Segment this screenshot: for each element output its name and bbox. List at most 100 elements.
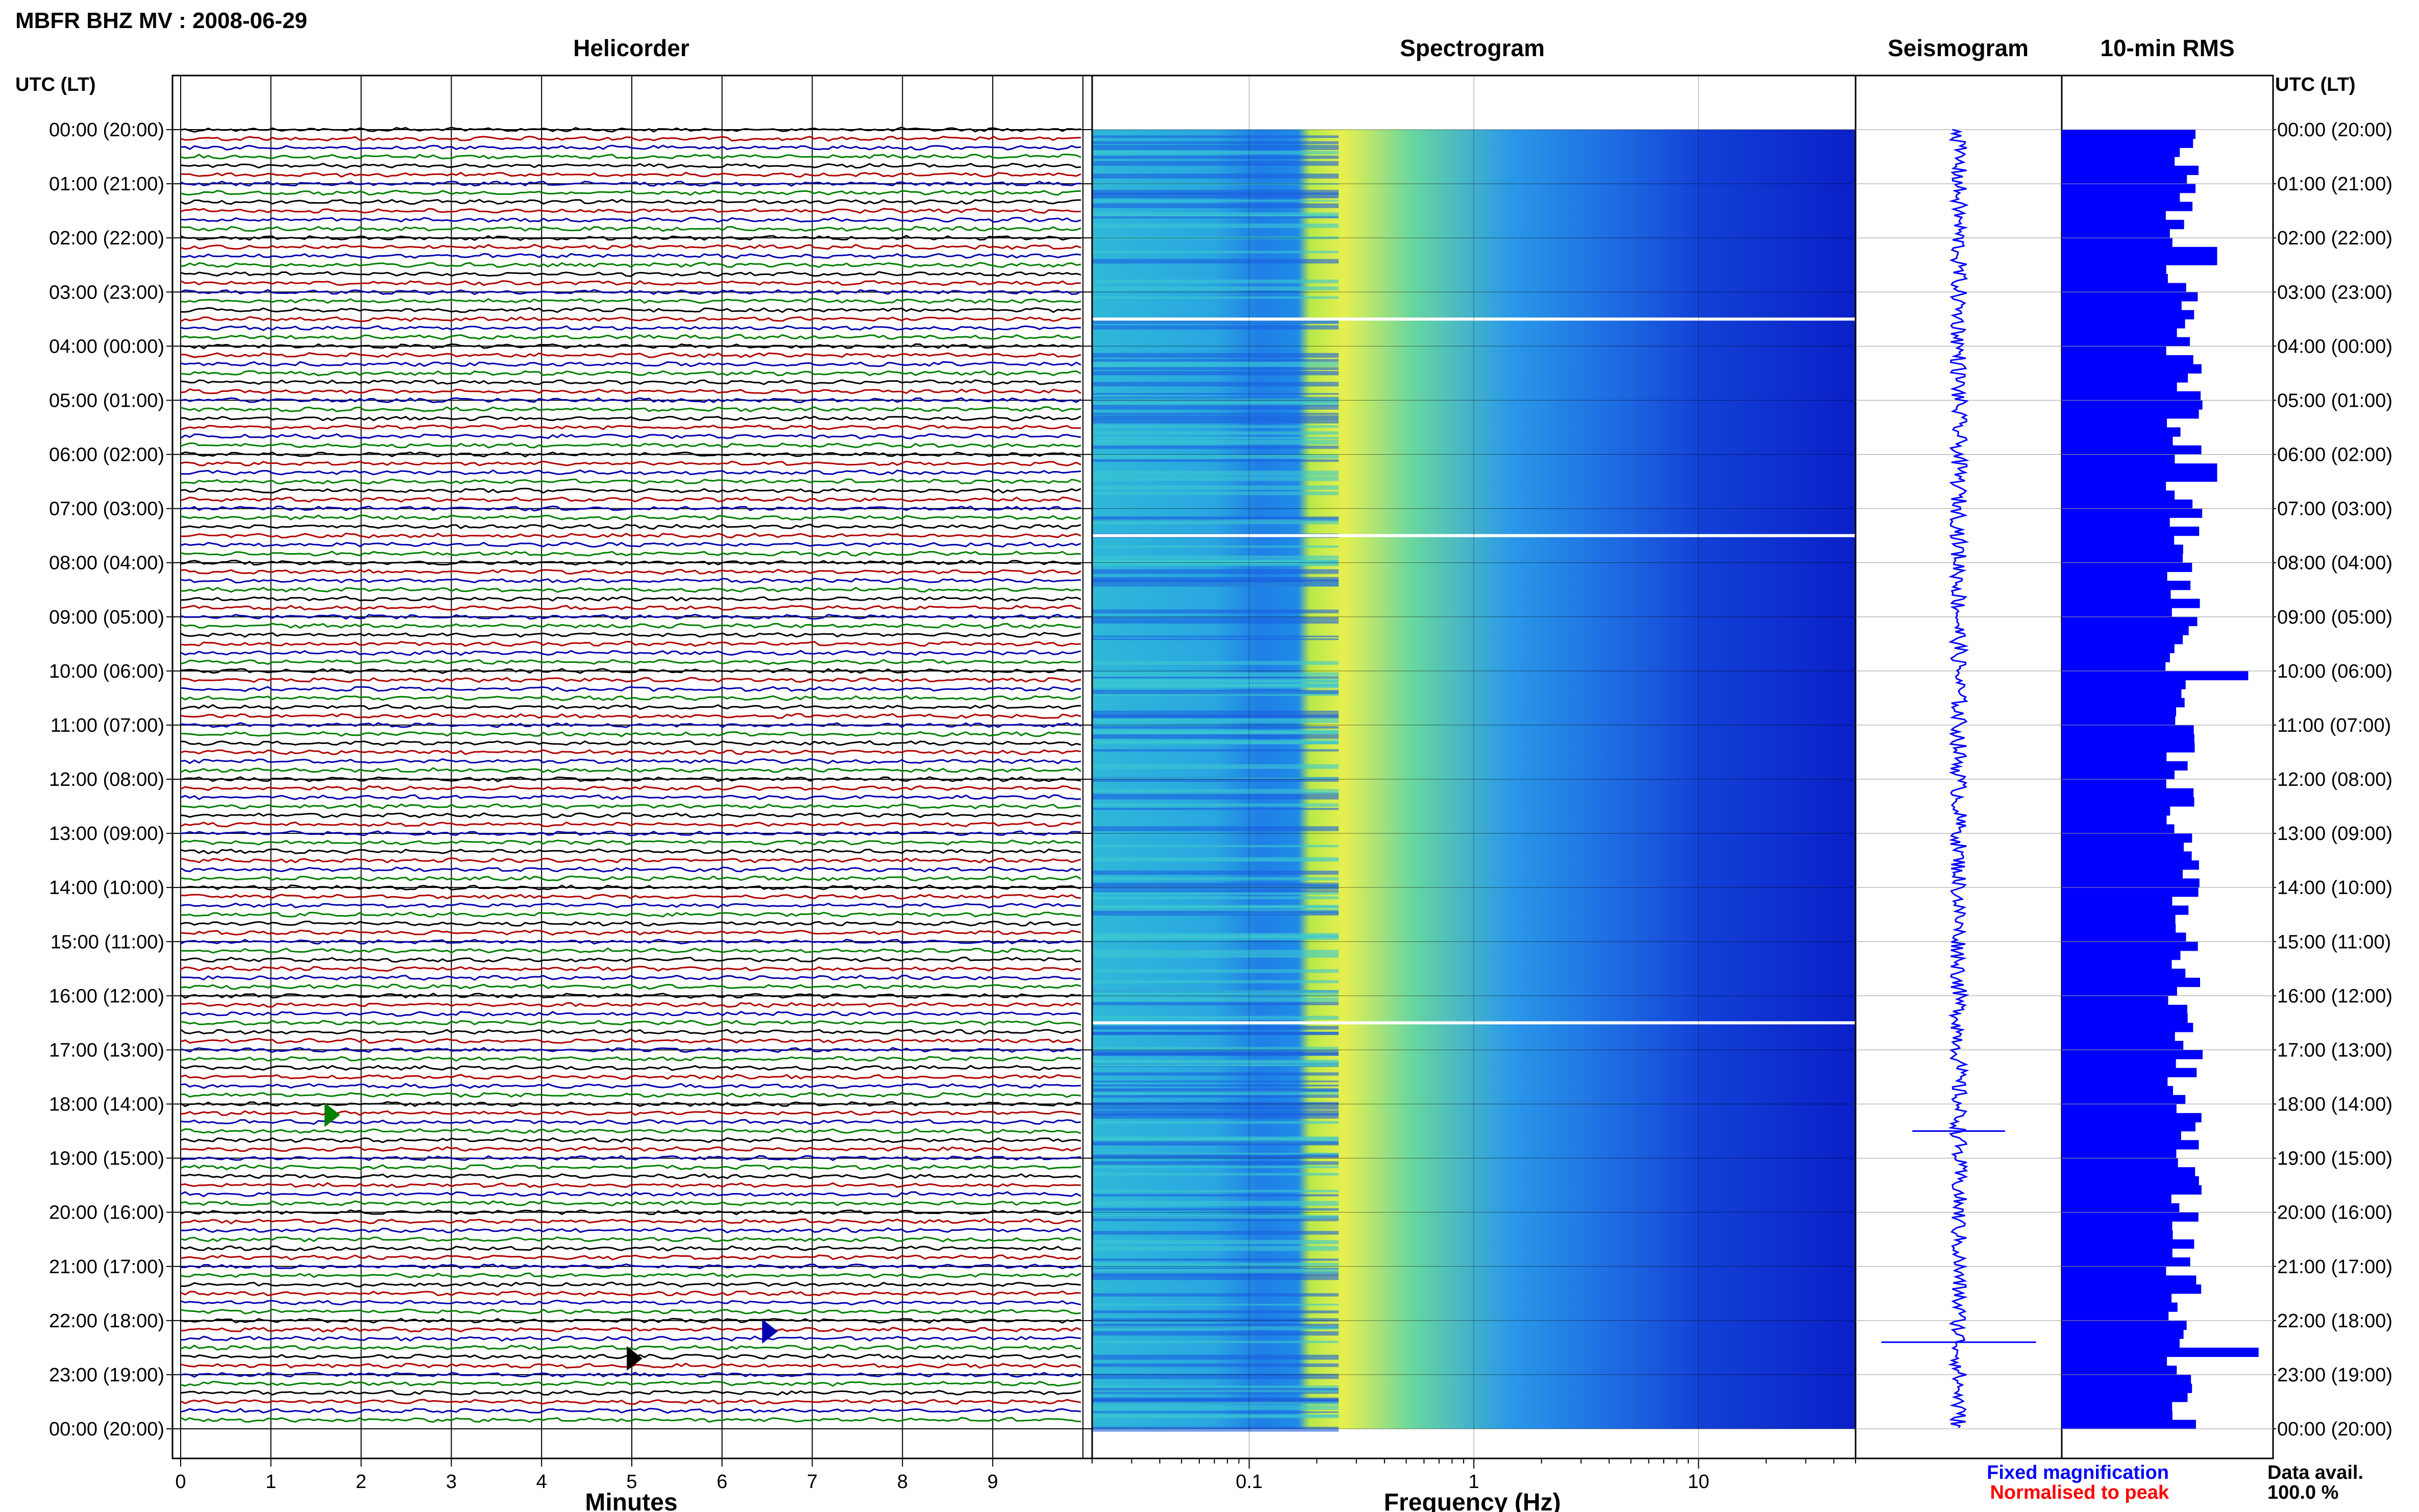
spectrogram-streak xyxy=(1092,1072,1339,1076)
x-axes: 0 1 2 3 4 5 6 7 8 9 0.1 1 10 xyxy=(175,1458,1856,1493)
rms-bar xyxy=(2062,409,2199,419)
helicorder-xtick-label: 8 xyxy=(897,1471,908,1493)
time-label-left: 12:00 (08:00) xyxy=(49,769,164,790)
spectrogram-streak xyxy=(1092,1269,1339,1274)
helicorder-trace xyxy=(180,677,1081,683)
time-label-left: 04:00 (00:00) xyxy=(49,336,164,357)
spectrogram-streak xyxy=(1092,990,1339,994)
rms-bar xyxy=(2062,707,2177,716)
time-label-right: 00:00 (20:00) xyxy=(2277,1419,2392,1440)
time-label-right: 17:00 (13:00) xyxy=(2277,1039,2392,1061)
spectrogram-streak xyxy=(1092,1271,1339,1276)
rms-bar xyxy=(2062,373,2188,383)
spectrogram-streak xyxy=(1092,1114,1339,1119)
helicorder-trace xyxy=(180,1128,1081,1134)
spectrogram-streak xyxy=(1092,1061,1339,1067)
helicorder-trace xyxy=(180,451,1081,458)
helicorder-trace xyxy=(180,1155,1081,1161)
spectrogram-streak xyxy=(1092,1026,1339,1030)
rms-bar xyxy=(2062,219,2184,230)
time-label-left: 09:00 (05:00) xyxy=(49,607,164,628)
spectrogram-xlabel: Frequency (Hz) xyxy=(1384,1489,1561,1512)
helicorder-panel xyxy=(171,75,1093,1459)
helicorder-trace xyxy=(180,397,1081,404)
spectrogram-streak xyxy=(1092,417,1339,419)
spectrogram-streak xyxy=(1092,877,1339,881)
normalised-label: Normalised to peak xyxy=(1990,1482,2169,1503)
helicorder-trace xyxy=(180,216,1081,223)
time-label-right: 21:00 (17:00) xyxy=(2277,1256,2392,1278)
helicorder-trace xyxy=(180,1399,1081,1405)
spectrogram-streak xyxy=(1092,398,1339,402)
helicorder-trace xyxy=(180,307,1081,313)
time-label-left: 05:00 (01:00) xyxy=(49,390,164,411)
rms-bar xyxy=(2062,1050,2203,1059)
rms-title: 10-min RMS xyxy=(2100,35,2234,61)
helicorder-trace xyxy=(180,803,1081,810)
spectrogram-streak xyxy=(1092,370,1339,375)
spectrogram-streak xyxy=(1092,1080,1339,1082)
spectrogram-streak xyxy=(1092,1093,1339,1096)
helicorder-trace xyxy=(180,243,1081,250)
spectrogram-streak xyxy=(1092,1214,1339,1219)
rms-bar xyxy=(2062,842,2184,852)
helicorder-trace xyxy=(180,514,1081,520)
rms-bar xyxy=(2062,671,2249,681)
helicorder-trace xyxy=(180,1218,1081,1225)
spectrogram-streak xyxy=(1092,710,1339,713)
spectrogram-streak xyxy=(1092,871,1339,875)
rms-bar xyxy=(2062,490,2175,500)
spectrogram-streak xyxy=(1092,425,1339,428)
helicorder-trace xyxy=(180,1137,1081,1144)
rms-bar xyxy=(2062,544,2183,554)
helicorder-trace xyxy=(180,731,1081,737)
rms-bar xyxy=(2062,833,2192,843)
spectrogram-streak xyxy=(1092,859,1339,862)
utc-header-right: UTC (LT) xyxy=(2275,74,2356,95)
rms-bar xyxy=(2062,157,2175,166)
helicorder-trace xyxy=(180,289,1081,295)
helicorder-trace xyxy=(180,1064,1081,1071)
helicorder-xtick-label: 5 xyxy=(626,1471,637,1493)
spectrogram-xtick-label: 10 xyxy=(1688,1471,1709,1493)
helicorder-trace xyxy=(180,1092,1081,1098)
spectrogram-streak xyxy=(1092,1414,1339,1417)
spectrogram-streak xyxy=(1092,214,1339,218)
time-label-right: 19:00 (15:00) xyxy=(2277,1148,2392,1170)
rms-bar xyxy=(2062,1194,2171,1204)
spectrogram-streak xyxy=(1092,1047,1339,1051)
spectrogram-streak xyxy=(1092,1387,1339,1391)
rms-bar xyxy=(2062,1086,2174,1096)
rms-bar xyxy=(2062,211,2166,220)
spectrogram-streak xyxy=(1092,561,1339,566)
spectrogram-streak xyxy=(1092,516,1339,520)
rms-bar xyxy=(2062,797,2194,807)
spectrogram-streak xyxy=(1092,367,1339,370)
spectrogram-streak xyxy=(1092,161,1339,166)
rms-bar xyxy=(2062,1221,2173,1231)
helicorder-trace xyxy=(180,388,1081,394)
rms-bar xyxy=(2062,869,2183,879)
rms-bar xyxy=(2062,1329,2184,1339)
helicorder-trace xyxy=(180,894,1081,900)
rms-bar xyxy=(2062,165,2199,176)
spectrogram-streak xyxy=(1092,1324,1339,1328)
rms-bar xyxy=(2062,977,2201,987)
rms-bar xyxy=(2062,662,2166,672)
helicorder-xtick-label: 6 xyxy=(717,1471,727,1493)
rms-bar xyxy=(2062,1122,2195,1132)
spectrogram-streak xyxy=(1092,1161,1339,1165)
helicorder-trace xyxy=(180,1407,1081,1414)
rms-bar xyxy=(2062,283,2186,292)
helicorder-trace xyxy=(180,253,1081,259)
rms-bar xyxy=(2062,824,2175,834)
time-label-left: 00:00 (20:00) xyxy=(49,1419,164,1440)
helicorder-xtick-label: 7 xyxy=(807,1471,818,1493)
spectrogram-streak xyxy=(1092,1376,1339,1379)
rms-bar xyxy=(2062,292,2198,302)
helicorder-trace xyxy=(180,974,1081,981)
rms-bar xyxy=(2062,932,2186,942)
helicorder-trace xyxy=(180,1272,1081,1279)
helicorder-trace xyxy=(180,415,1081,422)
helicorder-trace xyxy=(180,379,1081,385)
